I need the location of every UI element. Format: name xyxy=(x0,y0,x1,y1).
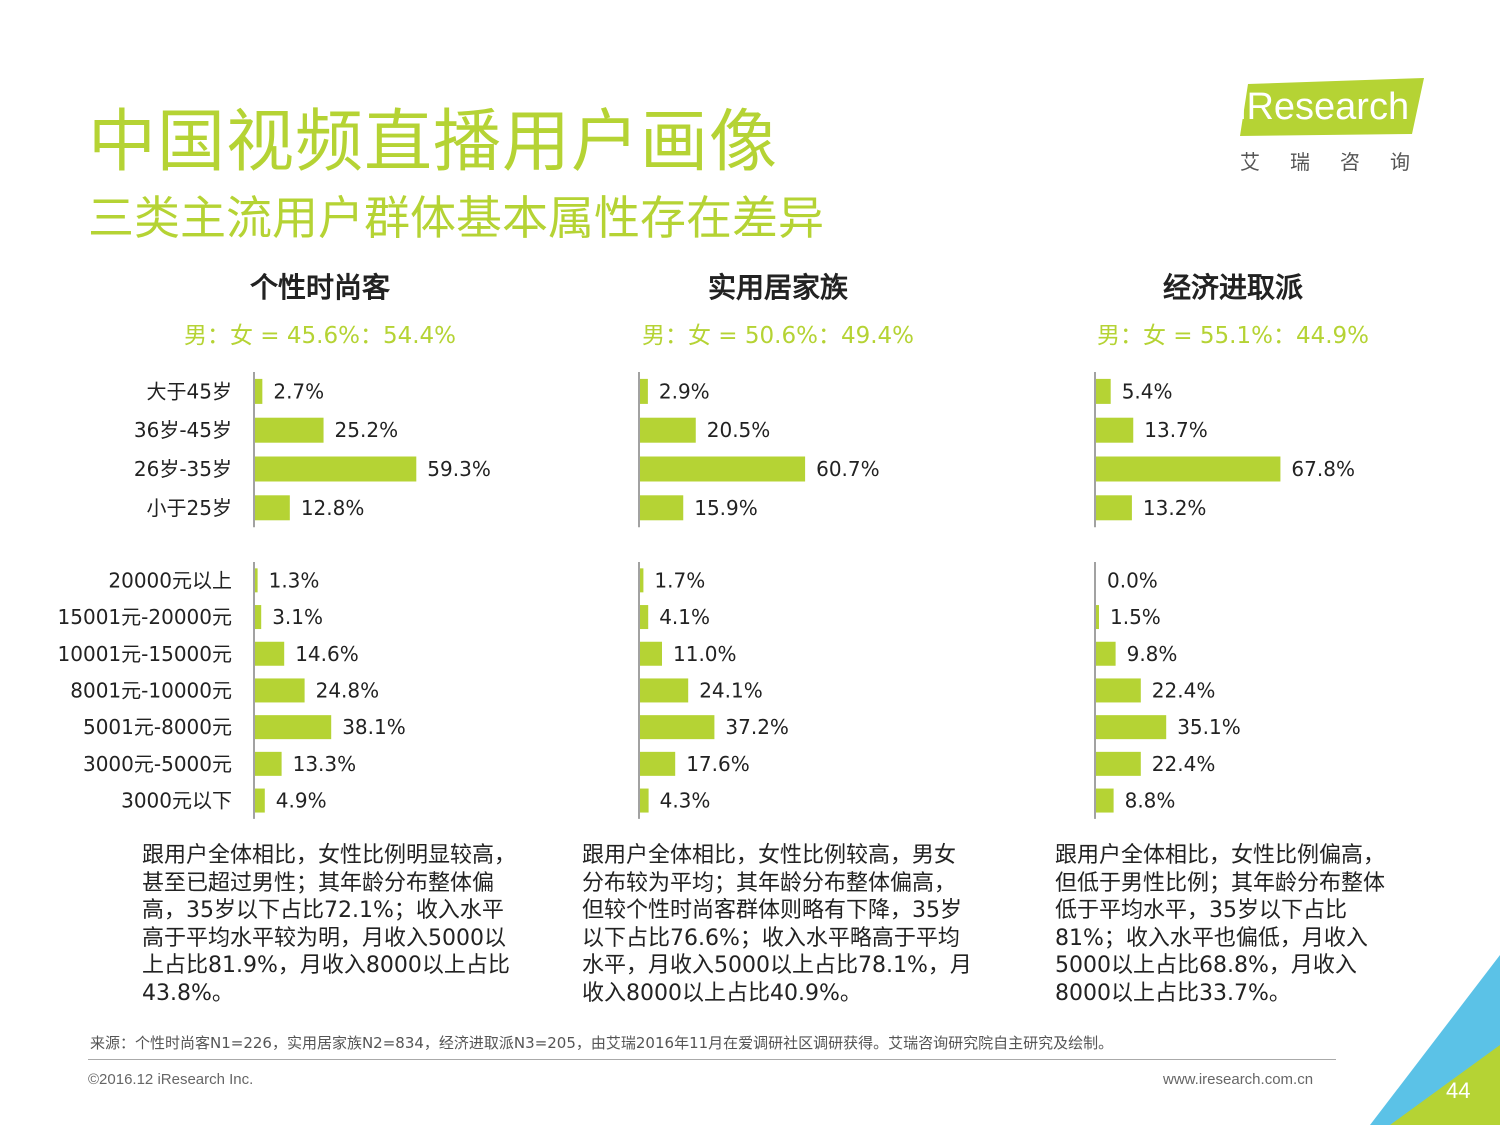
website-link[interactable]: www.iresearch.com.cn xyxy=(1163,1071,1314,1088)
group-description-1: 跟用户全体相比，女性比例明显较高，甚至已超过男性；其年龄分布整体偏高，35岁以下… xyxy=(142,843,517,1006)
data-label: 22.4% xyxy=(1152,752,1216,776)
bar xyxy=(640,417,696,443)
footer-divider xyxy=(88,1059,1336,1060)
bar xyxy=(255,641,285,666)
category-label: 3000元-5000元 xyxy=(83,752,232,776)
bar xyxy=(255,495,290,521)
data-label: 9.8% xyxy=(1127,642,1178,666)
bar xyxy=(1096,417,1134,443)
data-label: 24.1% xyxy=(699,678,763,702)
data-label: 20.5% xyxy=(707,418,771,442)
category-label: 15001元-20000元 xyxy=(58,605,232,629)
data-label: 13.7% xyxy=(1144,418,1208,442)
group-title-2: 实用居家族 xyxy=(707,271,848,304)
bar xyxy=(640,641,662,666)
group-description-3: 跟用户全体相比，女性比例偏高，但低于男性比例；其年龄分布整体低于平均水平，35岁… xyxy=(1055,843,1386,1006)
page-number: 44 xyxy=(1446,1078,1471,1103)
gender-ratio-3: 男：女 = 55.1%：44.9% xyxy=(1096,323,1370,349)
corner-decoration xyxy=(1370,955,1500,1125)
data-label: 1.3% xyxy=(269,568,320,592)
data-label: 1.5% xyxy=(1110,605,1161,629)
data-label: 8.8% xyxy=(1125,789,1176,813)
category-label: 36岁-45岁 xyxy=(134,418,232,442)
category-label: 3000元以下 xyxy=(121,789,232,813)
bar xyxy=(255,751,282,776)
bar xyxy=(640,495,684,521)
data-label: 38.1% xyxy=(342,715,406,739)
bar xyxy=(640,605,649,630)
category-label: 10001元-15000元 xyxy=(58,642,232,666)
data-label: 59.3% xyxy=(427,457,491,481)
data-label: 2.7% xyxy=(273,379,324,403)
data-label: 5.4% xyxy=(1122,379,1173,403)
data-label: 35.1% xyxy=(1177,715,1241,739)
category-label: 20000元以上 xyxy=(108,568,232,592)
gender-ratio-2: 男：女 = 50.6%：49.4% xyxy=(641,323,915,349)
bar xyxy=(640,678,689,703)
logo-text: iResearch xyxy=(1238,86,1410,128)
bar xyxy=(640,456,806,482)
bar xyxy=(255,417,324,443)
data-label: 17.6% xyxy=(686,752,750,776)
data-label: 0.0% xyxy=(1107,568,1158,592)
group-description-2: 跟用户全体相比，女性比例较高，男女分布较为平均；其年龄分布整体偏高，但较个性时尚… xyxy=(582,843,972,1006)
bar xyxy=(255,715,332,740)
iresearch-logo xyxy=(1240,78,1424,136)
bar xyxy=(1096,678,1141,703)
data-label: 37.2% xyxy=(725,715,789,739)
bar xyxy=(1096,456,1281,482)
data-label: 4.3% xyxy=(660,789,711,813)
category-label: 大于45岁 xyxy=(147,379,232,403)
data-label: 13.2% xyxy=(1143,496,1207,520)
bar xyxy=(255,678,305,703)
bar xyxy=(1096,641,1116,666)
page-title: 中国视频直播用户画像 xyxy=(88,103,779,182)
category-label: 8001元-10000元 xyxy=(70,678,232,702)
data-label: 25.2% xyxy=(335,418,399,442)
data-label: 12.8% xyxy=(301,496,365,520)
data-label: 15.9% xyxy=(694,496,758,520)
bar xyxy=(255,605,262,630)
data-label: 24.8% xyxy=(316,678,380,702)
gender-ratio-1: 男：女 = 45.6%：54.4% xyxy=(183,323,457,349)
bar xyxy=(1096,715,1167,740)
category-label: 小于25岁 xyxy=(147,496,232,520)
data-label: 13.3% xyxy=(293,752,357,776)
data-label: 14.6% xyxy=(295,642,359,666)
bar xyxy=(255,568,258,593)
data-label: 1.7% xyxy=(654,568,705,592)
data-label: 2.9% xyxy=(659,379,710,403)
bar xyxy=(640,568,644,593)
bar xyxy=(1096,751,1141,776)
bar xyxy=(640,788,649,813)
category-label: 5001元-8000元 xyxy=(83,715,232,739)
bar xyxy=(255,788,265,813)
group-title-1: 个性时尚客 xyxy=(249,271,390,304)
source-note: 来源：个性时尚客N1=226，实用居家族N2=834，经济进取派N3=205，由… xyxy=(90,1034,1114,1052)
data-label: 11.0% xyxy=(673,642,737,666)
group-title-3: 经济进取派 xyxy=(1162,271,1303,304)
category-label: 26岁-35岁 xyxy=(134,457,232,481)
data-label: 3.1% xyxy=(272,605,323,629)
data-label: 4.9% xyxy=(276,789,327,813)
bar xyxy=(640,715,715,740)
data-label: 4.1% xyxy=(659,605,710,629)
bar-charts: 2.7% 大于45岁 25.2% 36岁-45岁 59.3% 26岁-35岁 12.8% 小于… xyxy=(58,372,1355,819)
page-subtitle: 三类主流用户群体基本属性存在差异 xyxy=(88,191,824,245)
bar xyxy=(640,378,648,404)
bar xyxy=(1096,378,1111,404)
data-label: 60.7% xyxy=(816,457,880,481)
bar xyxy=(1096,495,1132,521)
bar xyxy=(255,456,417,482)
bar xyxy=(255,378,263,404)
copyright: ©2016.12 iResearch Inc. xyxy=(88,1071,254,1088)
bar xyxy=(1096,605,1099,630)
data-label: 22.4% xyxy=(1152,678,1216,702)
bar xyxy=(640,751,676,776)
logo-subtitle: 艾瑞咨询 xyxy=(1240,150,1440,174)
data-label: 67.8% xyxy=(1291,457,1355,481)
bar xyxy=(1096,788,1114,813)
